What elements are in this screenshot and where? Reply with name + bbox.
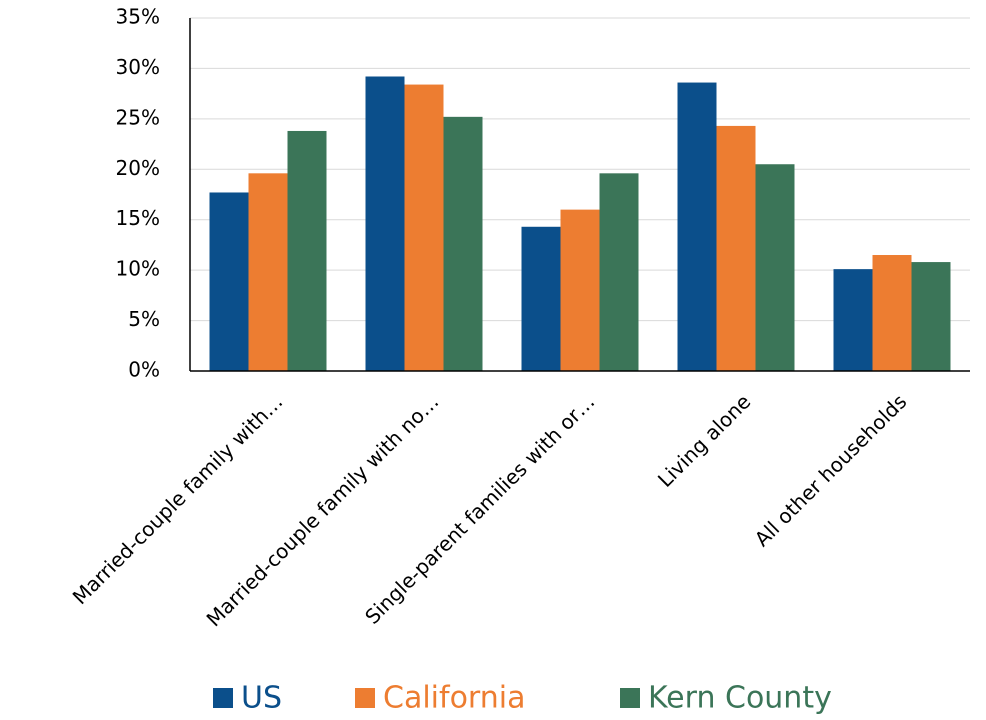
bar bbox=[872, 255, 912, 371]
bar bbox=[287, 130, 327, 371]
legend-label: US bbox=[241, 681, 282, 716]
y-tick-label: 5% bbox=[128, 307, 160, 331]
legend-item: US bbox=[213, 681, 282, 716]
y-tick-label: 25% bbox=[116, 105, 160, 129]
y-tick-label: 35% bbox=[116, 5, 160, 29]
bar bbox=[911, 262, 951, 371]
bar bbox=[755, 164, 795, 371]
bar bbox=[677, 82, 717, 371]
bar bbox=[404, 84, 444, 372]
bar bbox=[209, 192, 249, 371]
legend-swatch bbox=[355, 688, 375, 708]
legend-item: Kern County bbox=[620, 681, 832, 716]
y-tick-label: 20% bbox=[116, 156, 160, 180]
legend-item: California bbox=[355, 681, 525, 716]
bar bbox=[443, 116, 483, 371]
y-tick-label: 30% bbox=[116, 55, 160, 79]
x-tick-label: All other households bbox=[750, 389, 912, 551]
bar bbox=[248, 173, 288, 371]
bar bbox=[560, 209, 600, 371]
y-tick-label: 15% bbox=[116, 206, 160, 230]
y-tick-label: 0% bbox=[128, 358, 160, 382]
legend-swatch bbox=[213, 688, 233, 708]
x-tick-label: Living alone bbox=[653, 389, 755, 491]
bar bbox=[833, 269, 873, 371]
bar bbox=[365, 76, 405, 372]
bar bbox=[716, 125, 756, 371]
bar bbox=[599, 173, 639, 371]
bar bbox=[521, 226, 561, 371]
legend-label: Kern County bbox=[648, 681, 832, 716]
y-tick-label: 10% bbox=[116, 257, 160, 281]
legend-swatch bbox=[620, 688, 640, 708]
legend-label: California bbox=[383, 681, 525, 716]
